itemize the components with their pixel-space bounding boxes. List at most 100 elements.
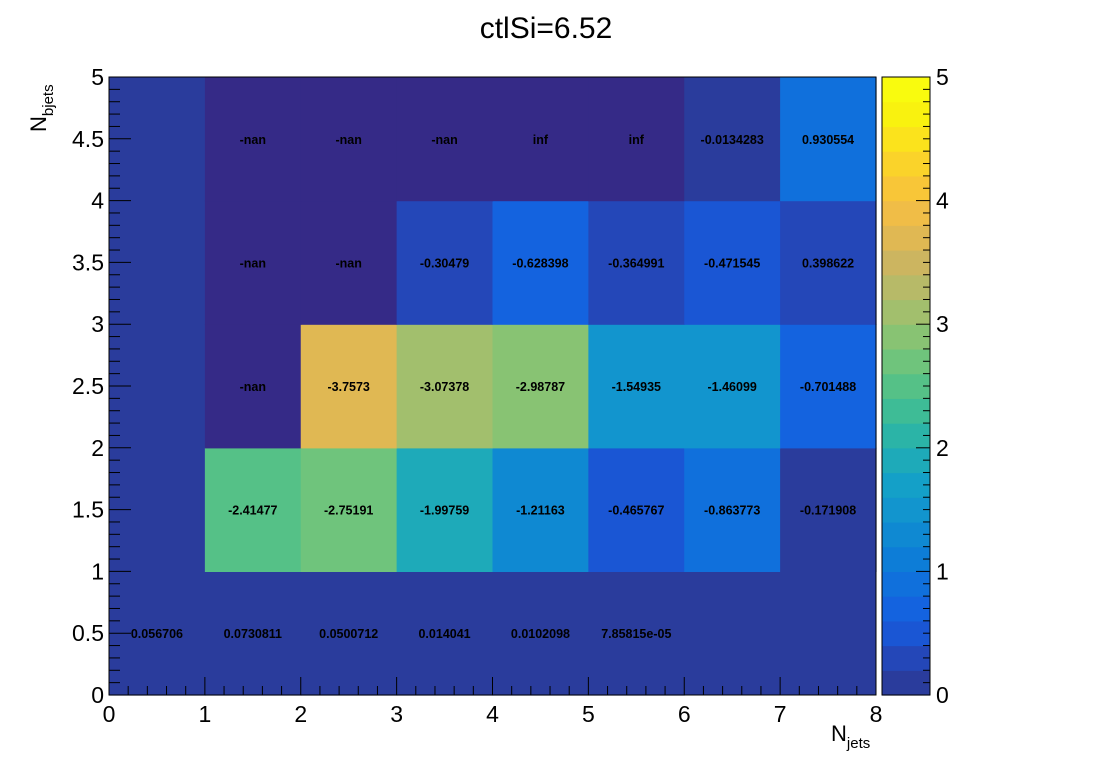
heatmap-cell xyxy=(300,200,398,325)
colorbar-segment xyxy=(882,200,930,226)
y-tick-label: 4.5 xyxy=(72,126,104,152)
colorbar-segment xyxy=(882,620,930,647)
heatmap-cell xyxy=(204,571,302,696)
y-axis-title-sub: bjets xyxy=(40,84,57,116)
heatmap-cell xyxy=(588,324,685,449)
x-axis-title: Njets xyxy=(831,721,870,752)
heatmap-cell xyxy=(492,447,589,572)
colorbar-segment xyxy=(882,423,930,449)
heatmap-cell xyxy=(492,571,589,696)
heatmap-cell xyxy=(396,571,494,696)
colorbar-segment xyxy=(882,571,930,597)
colorbar-segment xyxy=(882,596,930,622)
colorbar-segment xyxy=(882,324,930,350)
heatmap-cell xyxy=(780,77,877,202)
colorbar-segment xyxy=(882,77,930,103)
x-tick-label: 2 xyxy=(294,701,307,727)
heatmap-cell xyxy=(204,447,302,572)
colorbar-segment xyxy=(882,398,930,424)
cell-value-label: -nan xyxy=(240,380,266,394)
cell-value-label: -3.07378 xyxy=(420,380,469,394)
heatmap-cells xyxy=(109,77,877,696)
x-tick-label: 0 xyxy=(103,701,116,727)
heatmap-cell xyxy=(684,77,781,202)
y-tick-label: 0 xyxy=(91,682,104,708)
colorbar-segment xyxy=(882,348,930,375)
cell-value-label: -nan xyxy=(335,133,361,147)
heatmap-cell xyxy=(300,77,398,202)
colorbar-segment xyxy=(882,497,930,523)
heatmap-cell xyxy=(204,77,302,202)
y-axis-title-group: Nbjets xyxy=(26,84,57,132)
y-tick-label: 1.5 xyxy=(72,497,104,523)
cell-value-label: -1.99759 xyxy=(420,504,469,518)
heatmap-cell xyxy=(492,77,589,202)
heatmap-cell xyxy=(492,324,589,449)
x-tick-label: 3 xyxy=(390,701,403,727)
cell-value-label: inf xyxy=(629,133,645,147)
cell-value-label: 0.930554 xyxy=(802,133,854,147)
cell-value-label: -nan xyxy=(240,133,266,147)
cell-value-label: -0.701488 xyxy=(800,380,856,394)
cell-value-label: -nan xyxy=(240,256,266,270)
x-tick-label: 6 xyxy=(678,701,691,727)
cell-value-label: -2.41477 xyxy=(228,504,277,518)
x-tick-label: 7 xyxy=(774,701,787,727)
cell-value-label: -2.75191 xyxy=(324,504,373,518)
y-tick-label: 2.5 xyxy=(72,373,104,399)
cell-value-label: inf xyxy=(533,133,549,147)
cell-value-label: -0.465767 xyxy=(608,504,664,518)
colorbar-segment xyxy=(882,472,930,498)
cell-labels: 0.056706 0.0730811 0.0500712 0.014041 0.0102… xyxy=(131,133,856,641)
colorbar-tick-label: 1 xyxy=(936,558,949,584)
cell-value-label: -1.54935 xyxy=(612,380,661,394)
colorbar-segment xyxy=(882,521,930,548)
y-tick-label: 1 xyxy=(91,558,104,584)
colorbar-segment xyxy=(882,151,930,177)
y-axis-title-base: N xyxy=(26,116,51,132)
x-tick-label: 5 xyxy=(582,701,595,727)
cell-value-label: -nan xyxy=(431,133,457,147)
y-axis: 0 0.5 1 1.5 2 2.5 3 3.5 4 4.5 5 xyxy=(72,64,131,708)
x-tick-label: 4 xyxy=(486,701,499,727)
heatmap-cell xyxy=(492,200,589,325)
cell-value-label: -3.7573 xyxy=(327,380,369,394)
y-tick-label: 3 xyxy=(91,311,104,337)
y-tick-label: 0.5 xyxy=(72,620,104,646)
colorbar-segment xyxy=(882,546,930,572)
x-tick-label: 1 xyxy=(198,701,211,727)
cell-value-label: 0.0730811 xyxy=(224,627,282,641)
cell-value-label: -0.863773 xyxy=(704,504,760,518)
x-axis-title-base: N xyxy=(831,721,847,746)
cell-value-label: -nan xyxy=(335,256,361,270)
heatmap-cell xyxy=(780,324,877,449)
x-axis-title-sub: jets xyxy=(846,735,870,752)
cell-value-label: -0.471545 xyxy=(704,256,760,270)
cell-value-label: -0.628398 xyxy=(512,256,568,270)
y-tick-label: 4 xyxy=(91,188,104,214)
x-axis: 0 1 2 3 4 5 6 7 8 xyxy=(103,677,882,727)
colorbar-segment xyxy=(882,670,930,696)
colorbar-segment xyxy=(882,101,930,128)
cell-value-label: -0.171908 xyxy=(800,504,856,518)
cell-value-label: -0.364991 xyxy=(608,256,664,270)
cell-value-label: 7.85815e-05 xyxy=(601,627,671,641)
colorbar-tick-label: 0 xyxy=(936,682,949,708)
cell-value-label: 0.0102098 xyxy=(511,627,570,641)
cell-value-label: 0.056706 xyxy=(131,627,183,641)
heatmap-cell xyxy=(396,447,494,572)
heatmap-cell xyxy=(204,324,302,449)
y-axis-title: Nbjets xyxy=(26,84,57,132)
colorbar-segment xyxy=(882,373,930,399)
cell-value-label: 0.014041 xyxy=(418,627,470,641)
heatmap-cell xyxy=(300,447,398,572)
heatmap-cell xyxy=(588,77,685,202)
cell-value-label: -0.30479 xyxy=(420,256,469,270)
colorbar-segment xyxy=(882,274,930,301)
colorbar-segment xyxy=(882,225,930,251)
cell-value-label: -1.46099 xyxy=(708,380,757,394)
color-scale: 0 1 2 3 4 5 xyxy=(881,64,949,708)
colorbar-segment xyxy=(882,299,930,325)
heatmap-cell xyxy=(684,200,781,325)
